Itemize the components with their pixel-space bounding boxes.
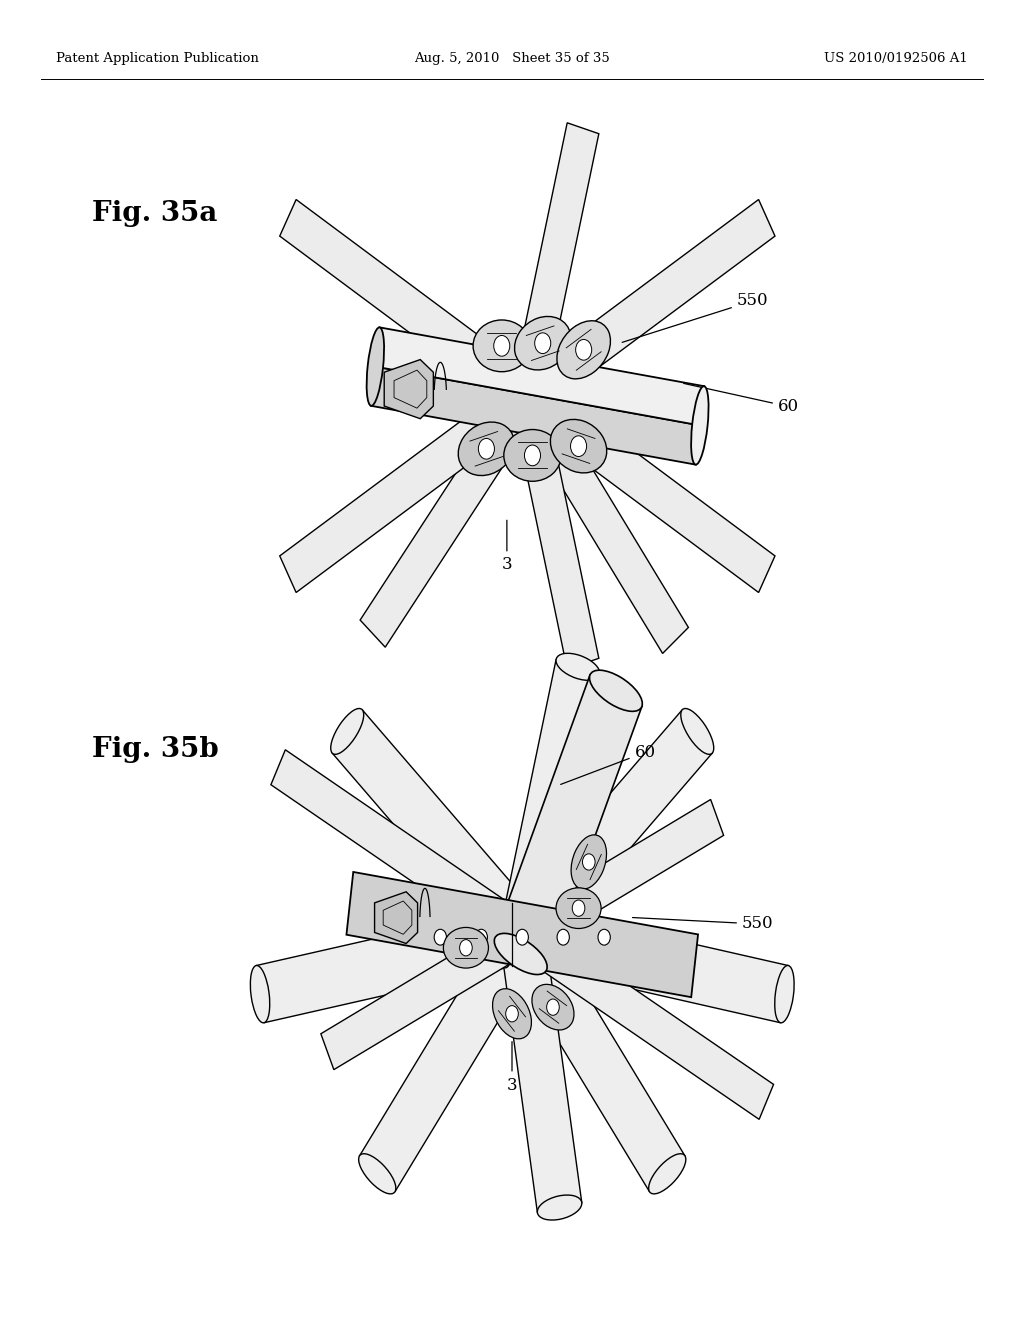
Ellipse shape bbox=[590, 671, 642, 711]
Ellipse shape bbox=[556, 653, 600, 680]
Text: 60: 60 bbox=[561, 744, 655, 784]
Circle shape bbox=[535, 333, 551, 354]
Text: 3: 3 bbox=[502, 520, 512, 573]
Polygon shape bbox=[510, 199, 775, 421]
Polygon shape bbox=[360, 367, 550, 647]
Polygon shape bbox=[515, 710, 713, 948]
Polygon shape bbox=[539, 911, 788, 1023]
Ellipse shape bbox=[367, 327, 384, 405]
Ellipse shape bbox=[532, 911, 552, 968]
Ellipse shape bbox=[531, 985, 574, 1030]
Ellipse shape bbox=[691, 387, 709, 465]
Polygon shape bbox=[505, 367, 688, 653]
Text: US 2010/0192506 A1: US 2010/0192506 A1 bbox=[824, 53, 968, 65]
Ellipse shape bbox=[495, 933, 547, 974]
Polygon shape bbox=[509, 123, 599, 414]
Circle shape bbox=[575, 339, 592, 360]
Ellipse shape bbox=[648, 1154, 686, 1193]
Polygon shape bbox=[376, 327, 705, 425]
Text: 550: 550 bbox=[633, 916, 773, 932]
Polygon shape bbox=[503, 659, 600, 929]
Ellipse shape bbox=[571, 834, 606, 890]
Ellipse shape bbox=[503, 908, 547, 936]
Polygon shape bbox=[384, 359, 433, 418]
Ellipse shape bbox=[557, 321, 610, 379]
Text: Aug. 5, 2010   Sheet 35 of 35: Aug. 5, 2010 Sheet 35 of 35 bbox=[414, 53, 610, 65]
Ellipse shape bbox=[513, 903, 547, 949]
Polygon shape bbox=[346, 873, 698, 997]
Polygon shape bbox=[321, 911, 538, 1069]
Polygon shape bbox=[280, 371, 545, 593]
Polygon shape bbox=[271, 750, 539, 958]
Polygon shape bbox=[510, 371, 775, 593]
Text: Fig. 35a: Fig. 35a bbox=[92, 201, 217, 227]
Circle shape bbox=[524, 445, 541, 466]
Polygon shape bbox=[359, 927, 534, 1192]
Polygon shape bbox=[511, 927, 685, 1192]
Ellipse shape bbox=[358, 1154, 396, 1193]
Ellipse shape bbox=[556, 888, 601, 928]
Polygon shape bbox=[280, 199, 545, 421]
Circle shape bbox=[460, 940, 472, 956]
Circle shape bbox=[547, 999, 559, 1015]
Text: Patent Application Publication: Patent Application Publication bbox=[56, 53, 259, 65]
Ellipse shape bbox=[498, 925, 535, 965]
Circle shape bbox=[494, 335, 510, 356]
Polygon shape bbox=[506, 911, 773, 1119]
Ellipse shape bbox=[250, 965, 269, 1023]
Polygon shape bbox=[509, 378, 599, 669]
Ellipse shape bbox=[504, 429, 561, 482]
Ellipse shape bbox=[510, 925, 547, 965]
Ellipse shape bbox=[458, 422, 515, 475]
Polygon shape bbox=[495, 675, 642, 970]
Ellipse shape bbox=[550, 420, 607, 473]
Circle shape bbox=[583, 854, 595, 870]
Circle shape bbox=[475, 929, 487, 945]
Circle shape bbox=[557, 929, 569, 945]
Ellipse shape bbox=[538, 1195, 582, 1220]
Ellipse shape bbox=[775, 965, 795, 1023]
Polygon shape bbox=[371, 367, 699, 465]
Circle shape bbox=[434, 929, 446, 945]
Circle shape bbox=[506, 1006, 518, 1022]
Ellipse shape bbox=[514, 317, 571, 370]
Text: 3: 3 bbox=[507, 1041, 517, 1093]
Circle shape bbox=[570, 436, 587, 457]
Ellipse shape bbox=[493, 989, 531, 1039]
Polygon shape bbox=[507, 800, 724, 958]
Polygon shape bbox=[332, 710, 529, 948]
Ellipse shape bbox=[681, 709, 714, 754]
Text: 60: 60 bbox=[684, 383, 799, 414]
Ellipse shape bbox=[502, 935, 546, 960]
Ellipse shape bbox=[331, 709, 364, 754]
Ellipse shape bbox=[498, 903, 531, 949]
Ellipse shape bbox=[473, 319, 530, 372]
Text: 550: 550 bbox=[623, 293, 768, 342]
Circle shape bbox=[478, 438, 495, 459]
Polygon shape bbox=[502, 942, 582, 1213]
Ellipse shape bbox=[493, 911, 512, 968]
Circle shape bbox=[598, 929, 610, 945]
Ellipse shape bbox=[443, 928, 488, 968]
Text: Fig. 35b: Fig. 35b bbox=[92, 737, 219, 763]
Polygon shape bbox=[375, 892, 418, 944]
Circle shape bbox=[572, 900, 585, 916]
Circle shape bbox=[516, 929, 528, 945]
Polygon shape bbox=[256, 911, 506, 1023]
